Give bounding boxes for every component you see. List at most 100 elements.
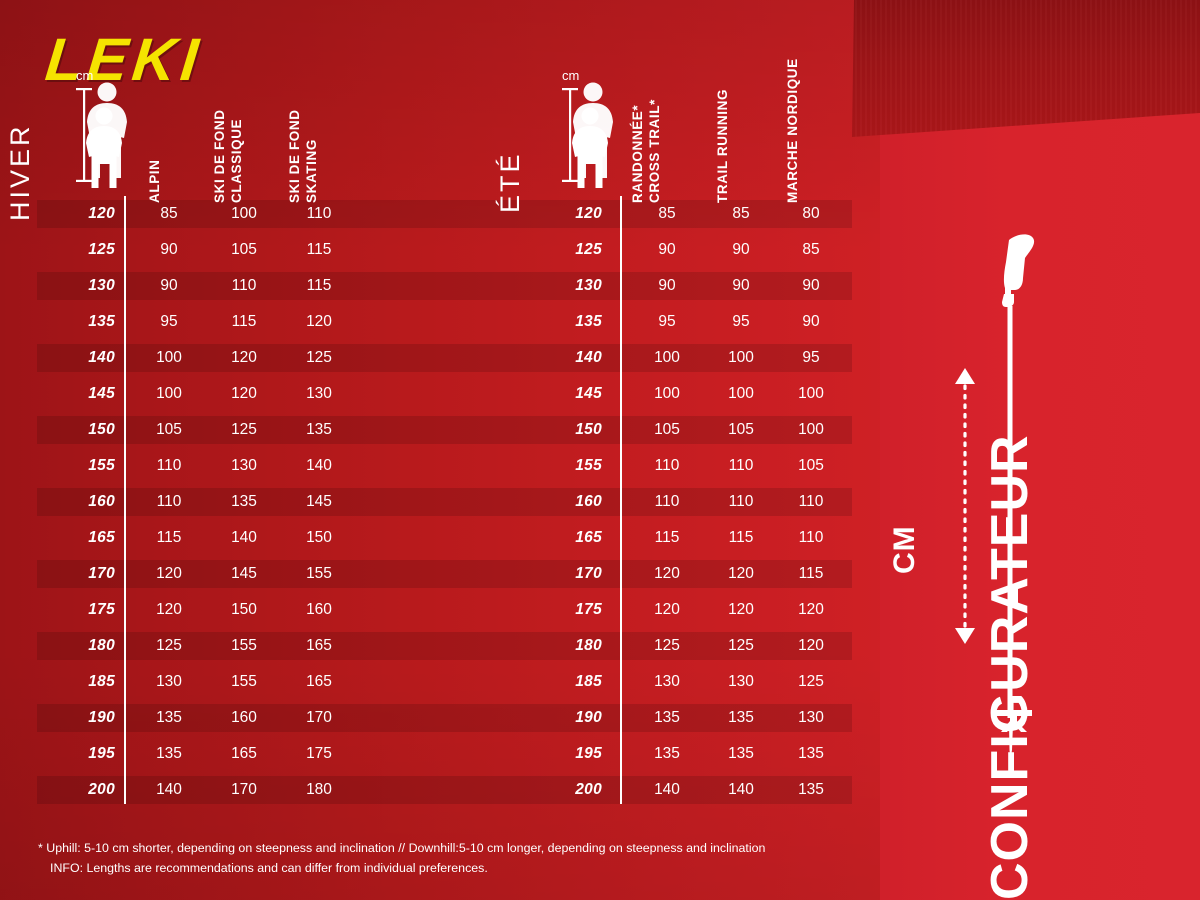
table-cell: 115	[306, 277, 332, 294]
table-cell: 120	[231, 349, 257, 366]
winter-column-divider	[124, 196, 126, 804]
table-cell: 125	[654, 637, 680, 654]
table-row	[37, 200, 852, 228]
table-cell: 90	[658, 241, 676, 258]
row-height-winter: 140	[88, 349, 115, 366]
table-cell: 135	[728, 709, 754, 726]
row-height-winter: 150	[88, 421, 115, 438]
row-height-summer: 145	[575, 385, 602, 402]
table-cell: 135	[306, 421, 332, 438]
dotted-double-arrow-icon	[952, 368, 978, 649]
table-row	[37, 488, 852, 516]
table-cell: 120	[728, 565, 754, 582]
winter-unit-label: cm	[76, 68, 94, 83]
row-height-winter: 170	[88, 565, 115, 582]
table-cell: 115	[728, 529, 754, 546]
table-cell: 85	[802, 241, 820, 258]
logo-panel-sheen	[852, 0, 1200, 137]
footnote-info: INFO: Lengths are recommendations and ca…	[50, 861, 488, 875]
table-cell: 145	[306, 493, 332, 510]
table-cell: 170	[231, 781, 257, 798]
footnote-uphill-downhill: * Uphill: 5-10 cm shorter, depending on …	[38, 841, 766, 855]
table-cell: 95	[658, 313, 676, 330]
row-height-summer: 195	[575, 745, 602, 762]
table-cell: 155	[231, 637, 257, 654]
configurateur-title: CONFIGURATEUR	[981, 434, 1039, 900]
table-cell: 95	[160, 313, 178, 330]
winter-column-header: SKATING	[304, 139, 319, 203]
table-cell: 90	[802, 277, 820, 294]
row-height-winter: 165	[88, 529, 115, 546]
row-height-summer: 135	[575, 313, 602, 330]
table-cell: 135	[156, 745, 182, 762]
row-height-summer: 125	[575, 241, 602, 258]
table-cell: 155	[231, 673, 257, 690]
table-cell: 165	[306, 673, 332, 690]
table-cell: 100	[798, 385, 824, 402]
row-height-summer: 160	[575, 493, 602, 510]
winter-height-pictogram	[74, 78, 134, 195]
table-cell: 120	[231, 385, 257, 402]
summer-column-header: MARCHE NORDIQUE	[785, 58, 800, 203]
configurateur-panel	[880, 0, 1200, 900]
winter-season-label: HIVER	[5, 123, 35, 221]
row-height-winter: 190	[88, 709, 115, 726]
table-cell: 115	[798, 565, 824, 582]
table-cell: 160	[306, 601, 332, 618]
table-cell: 100	[728, 349, 754, 366]
table-cell: 120	[798, 601, 824, 618]
table-cell: 150	[231, 601, 257, 618]
table-cell: 130	[231, 457, 257, 474]
table-cell: 90	[160, 277, 178, 294]
table-cell: 115	[654, 529, 680, 546]
table-cell: 110	[654, 457, 680, 474]
table-cell: 140	[156, 781, 182, 798]
row-height-winter: 160	[88, 493, 115, 510]
table-cell: 110	[728, 457, 754, 474]
summer-season-label: ÉTÉ	[495, 151, 525, 213]
table-cell: 160	[231, 709, 257, 726]
table-cell: 95	[732, 313, 750, 330]
table-cell: 115	[306, 241, 332, 258]
row-height-summer: 190	[575, 709, 602, 726]
row-height-summer: 170	[575, 565, 602, 582]
summer-column-divider	[620, 196, 622, 804]
table-cell: 100	[654, 349, 680, 366]
table-cell: 115	[156, 529, 182, 546]
row-height-winter: 125	[88, 241, 115, 258]
table-cell: 140	[306, 457, 332, 474]
row-height-summer: 175	[575, 601, 602, 618]
table-cell: 135	[654, 745, 680, 762]
table-cell: 110	[156, 457, 182, 474]
table-cell: 105	[654, 421, 680, 438]
table-cell: 90	[732, 277, 750, 294]
table-cell: 110	[306, 205, 332, 222]
row-height-summer: 130	[575, 277, 602, 294]
table-cell: 120	[798, 637, 824, 654]
table-cell: 85	[160, 205, 178, 222]
summer-height-pictogram	[560, 78, 620, 195]
table-cell: 135	[231, 493, 257, 510]
table-row	[37, 272, 852, 300]
table-cell: 120	[654, 565, 680, 582]
table-row	[37, 416, 852, 444]
table-row	[37, 704, 852, 732]
table-cell: 140	[231, 529, 257, 546]
table-row	[37, 560, 852, 588]
table-cell: 105	[156, 421, 182, 438]
table-cell: 120	[728, 601, 754, 618]
table-cell: 165	[306, 637, 332, 654]
row-height-summer: 165	[575, 529, 602, 546]
row-height-winter: 175	[88, 601, 115, 618]
row-height-winter: 185	[88, 673, 115, 690]
table-cell: 100	[728, 385, 754, 402]
summer-unit-label: cm	[562, 68, 580, 83]
logo-panel	[852, 0, 1200, 137]
table-cell: 125	[231, 421, 257, 438]
row-height-winter: 145	[88, 385, 115, 402]
winter-column-header: SKI DE FOND	[287, 109, 302, 203]
table-cell: 120	[654, 601, 680, 618]
table-cell: 155	[306, 565, 332, 582]
table-cell: 110	[156, 493, 182, 510]
table-cell: 130	[306, 385, 332, 402]
